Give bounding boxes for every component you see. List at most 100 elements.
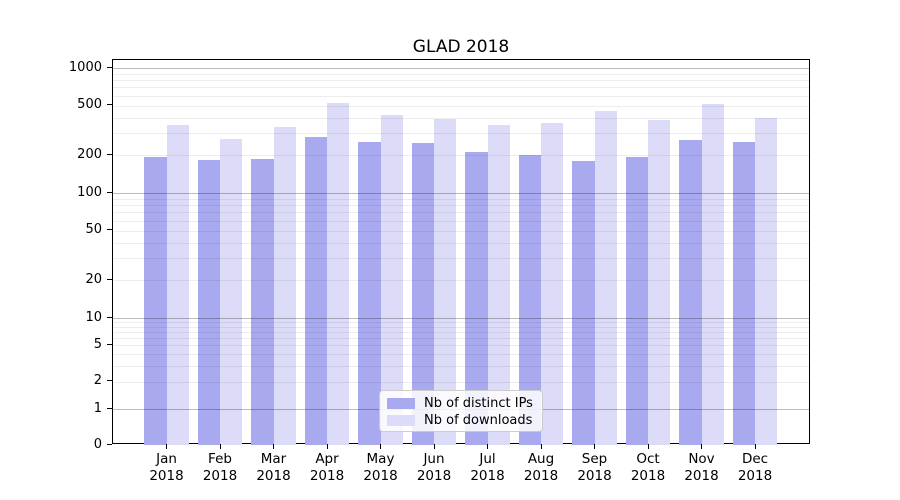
bar-nb-of-distinct-ips-aug-2018 [518,154,542,445]
x-tick-mark-may-2018 [380,444,382,449]
legend-entry-distinct-ips: Nb of distinct IPs [387,395,534,412]
x-tick-mark-jan-2018 [166,444,168,449]
bar-nb-of-downloads-feb-2018 [220,139,243,445]
bar-nb-of-downloads-dec-2018 [755,118,778,445]
bar-nb-of-downloads-sep-2018 [594,110,617,445]
y-tick-mark-5 [107,343,112,346]
gridline-600 [113,95,809,97]
y-tick-mark-20 [107,278,112,281]
bar-nb-of-downloads-nov-2018 [701,103,724,445]
x-tick-label-oct-2018: Oct 2018 [630,451,666,484]
gridline-7 [113,332,809,334]
y-tick-mark-10 [107,316,112,318]
gridline-5 [113,345,809,347]
gridline-9 [113,322,809,324]
x-tick-label-nov-2018: Nov 2018 [684,451,719,484]
y-tick-label-2: 2 [93,373,102,389]
y-tick-mark-1000 [107,66,112,68]
bar-nb-of-distinct-ips-may-2018 [358,141,381,445]
bar-nb-of-distinct-ips-dec-2018 [732,141,756,445]
gridline-1000 [113,68,809,69]
y-tick-mark-1 [107,407,112,409]
y-tick-label-10: 10 [85,309,102,325]
y-tick-label-1000: 1000 [68,59,102,75]
bar-nb-of-distinct-ips-mar-2018 [251,159,274,445]
gridline-200 [113,155,809,157]
bar-nb-of-downloads-jan-2018 [166,124,189,445]
x-tick-label-dec-2018: Dec 2018 [737,451,773,484]
gridline-300 [113,133,809,135]
bar-nb-of-downloads-jun-2018 [434,118,457,445]
x-tick-mark-sep-2018 [594,444,596,449]
x-tick-label-jul-2018: Jul 2018 [470,451,505,484]
y-tick-label-20: 20 [85,271,102,287]
x-tick-mark-feb-2018 [219,444,221,449]
x-tick-mark-nov-2018 [701,444,703,449]
x-tick-mark-dec-2018 [754,444,756,449]
gridline-3 [113,365,809,367]
bar-nb-of-distinct-ips-oct-2018 [625,157,649,445]
gridline-80 [113,205,809,207]
bar-nb-of-distinct-ips-jun-2018 [411,142,435,445]
y-tick-label-1: 1 [93,400,102,416]
gridline-30 [113,258,809,260]
y-tick-mark-100 [107,191,112,193]
legend-swatch-downloads [387,415,415,426]
gridline-10 [113,318,809,319]
x-tick-mark-oct-2018 [647,444,649,449]
legend: Nb of distinct IPs Nb of downloads [379,390,543,432]
plot-area: Nb of distinct IPs Nb of downloads [112,59,810,445]
y-tick-label-50: 50 [85,222,102,238]
legend-swatch-distinct-ips [387,398,415,409]
x-tick-mark-mar-2018 [273,444,275,449]
gridline-2 [113,381,809,383]
gridline-40 [113,242,809,244]
x-tick-label-feb-2018: Feb 2018 [202,451,238,484]
x-tick-mark-jul-2018 [487,444,489,449]
bar-nb-of-downloads-mar-2018 [273,126,296,445]
legend-entry-downloads: Nb of downloads [387,412,534,429]
legend-label-distinct-ips: Nb of distinct IPs [424,396,533,411]
gridline-90 [113,198,809,200]
bar-nb-of-downloads-aug-2018 [541,123,564,445]
y-tick-label-0: 0 [93,436,102,452]
y-tick-mark-2 [107,380,112,382]
legend-label-downloads: Nb of downloads [424,413,533,428]
x-tick-label-may-2018: May 2018 [363,451,398,484]
y-tick-label-500: 500 [77,97,102,113]
gridline-100 [113,193,809,194]
bar-nb-of-distinct-ips-jan-2018 [144,157,167,445]
gridline-900 [113,73,809,75]
x-tick-mark-aug-2018 [540,444,542,449]
x-tick-label-jun-2018: Jun 2018 [416,451,452,484]
y-tick-label-200: 200 [77,146,102,162]
y-tick-mark-0 [107,443,112,445]
gridline-400 [113,117,809,119]
y-tick-label-5: 5 [93,336,102,352]
gridline-700 [113,87,809,89]
bar-nb-of-downloads-apr-2018 [327,103,350,445]
gridline-70 [113,212,809,214]
bar-nb-of-distinct-ips-feb-2018 [197,159,221,445]
bar-nb-of-downloads-jul-2018 [487,125,510,445]
x-tick-mark-jun-2018 [433,444,435,449]
x-tick-label-sep-2018: Sep 2018 [577,451,612,484]
x-tick-label-jan-2018: Jan 2018 [149,451,184,484]
gridline-50 [113,230,809,232]
gridline-60 [113,220,809,222]
y-tick-mark-500 [107,104,112,106]
x-tick-mark-apr-2018 [326,444,328,449]
y-tick-mark-50 [107,229,112,231]
gridline-500 [113,105,809,107]
x-tick-label-mar-2018: Mar 2018 [256,451,291,484]
gridline-8 [113,326,809,328]
gridline-4 [113,354,809,356]
bar-nb-of-downloads-oct-2018 [648,120,671,445]
gridline-20 [113,280,809,282]
y-tick-mark-200 [107,153,112,156]
x-tick-label-aug-2018: Aug 2018 [523,451,559,484]
bar-nb-of-downloads-may-2018 [380,114,403,445]
x-tick-label-apr-2018: Apr 2018 [309,451,345,484]
y-tick-label-100: 100 [77,184,102,200]
